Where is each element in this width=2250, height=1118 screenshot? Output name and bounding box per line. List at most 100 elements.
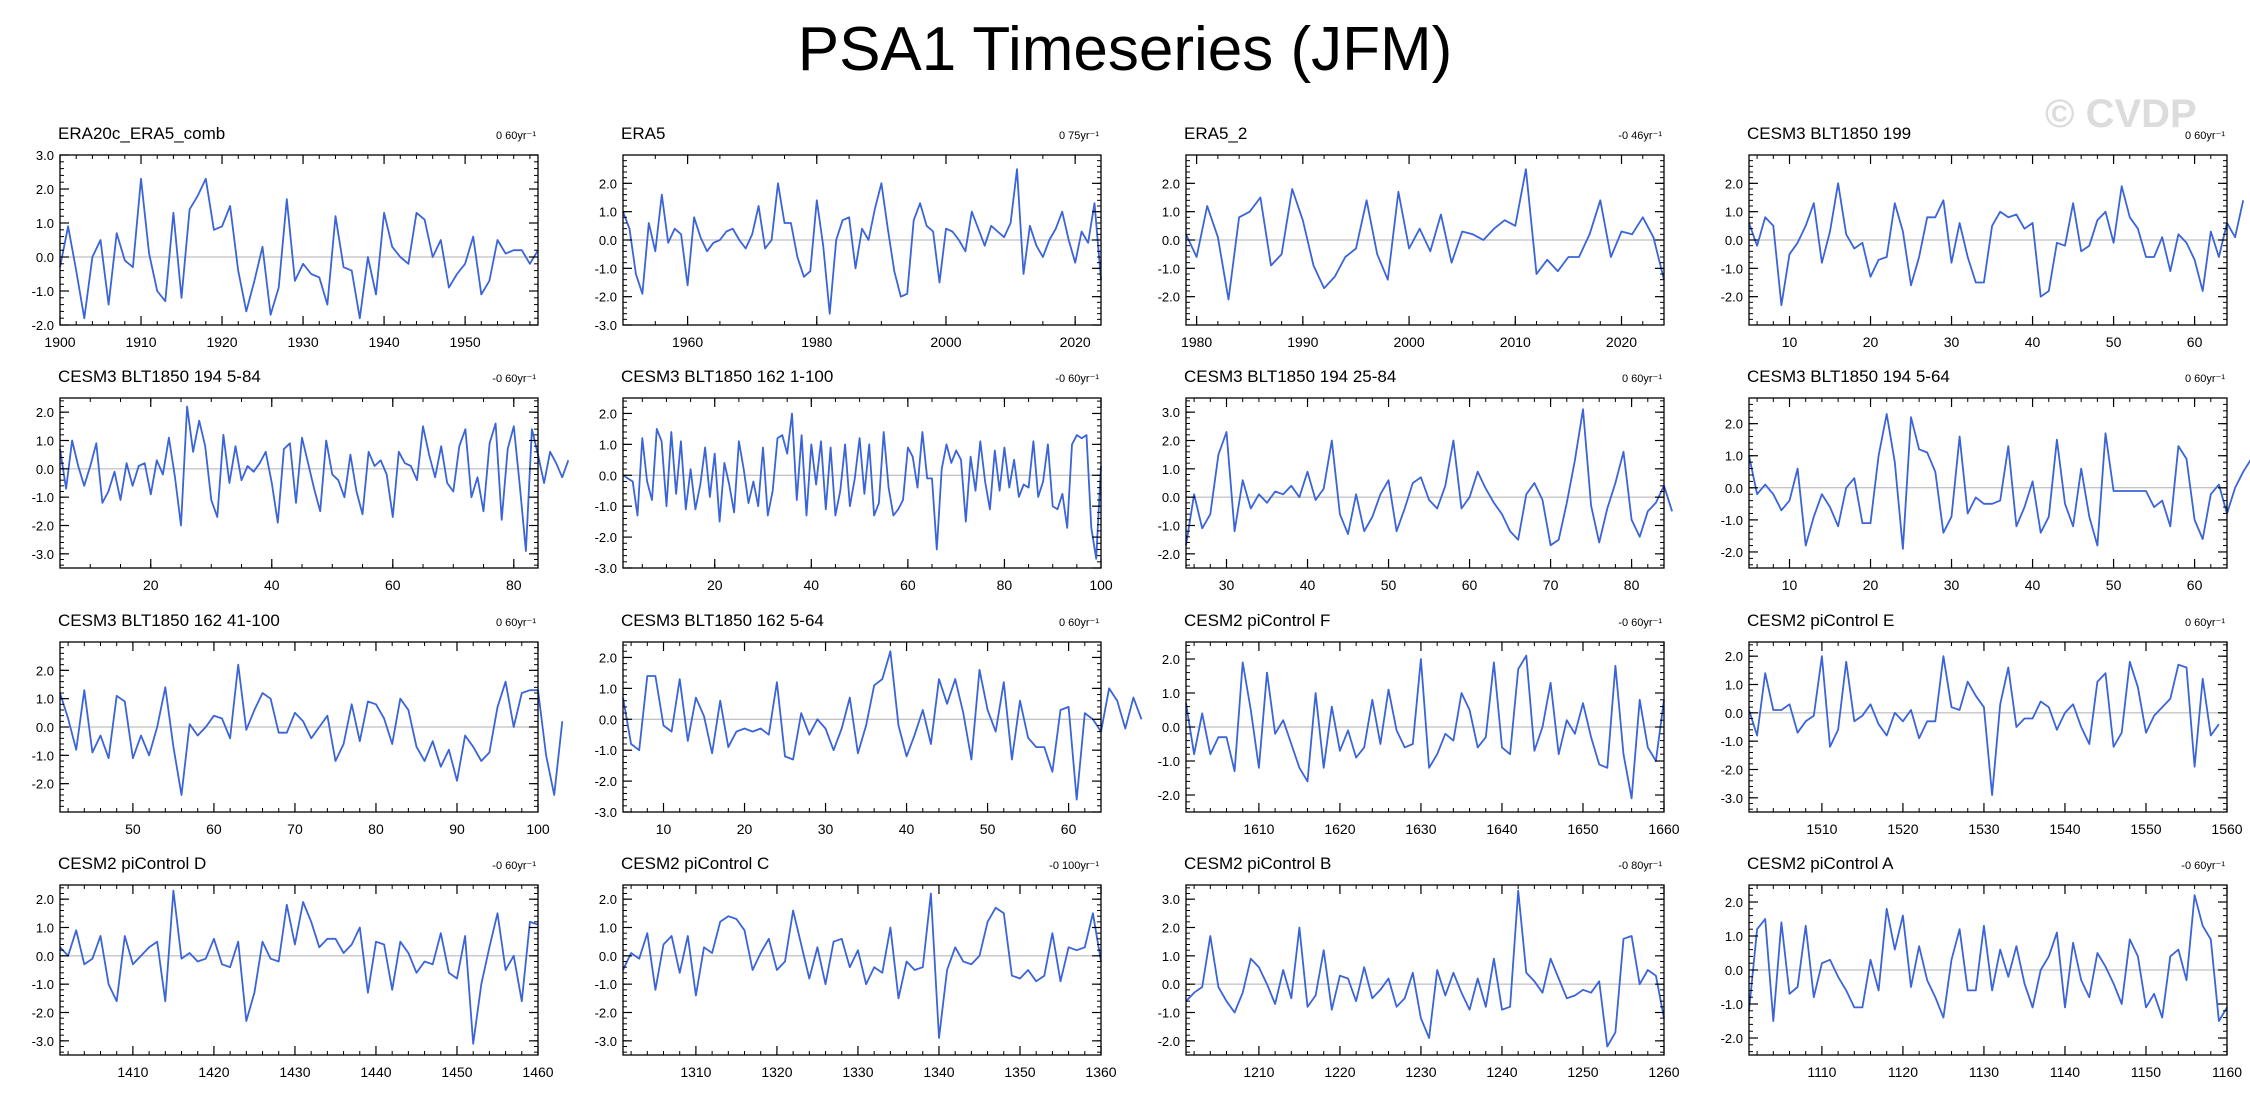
- panel-title: CESM2 piControl C: [621, 854, 769, 873]
- x-tick-label: 10: [656, 821, 672, 837]
- x-tick-label: 2020: [1060, 334, 1091, 350]
- trend-label: 0 60yr⁻¹: [2185, 617, 2225, 629]
- x-tick-label: 1980: [801, 334, 832, 350]
- plot-frame: [622, 397, 1102, 569]
- series-line: [622, 412, 1102, 560]
- y-tick-label: -2.0: [1158, 290, 1180, 305]
- panel-title: CESM3 BLT1850 194 5-64: [1747, 367, 1950, 386]
- panel-title: CESM2 piControl D: [58, 854, 206, 873]
- panel-8: CESM3 BLT1850 162 41-100 0 60yr⁻¹ -2.0 -1.0…: [32, 611, 564, 837]
- x-tick-label: 1930: [287, 334, 318, 350]
- y-tick-label: 0.0: [1162, 977, 1180, 992]
- y-tick-label: 1.0: [1725, 929, 1743, 944]
- panel-0: ERA20c_ERA5_comb 0 60yr⁻¹ -2.0 -1.0 0.0 1.0 2.…: [32, 124, 539, 350]
- x-tick-label: 1660: [1648, 821, 1679, 837]
- y-tick-label: 0.0: [599, 233, 617, 248]
- y-tick-label: -1.0: [595, 261, 617, 276]
- x-tick-label: 1430: [279, 1064, 310, 1080]
- panel-title: CESM3 BLT1850 194 5-84: [58, 367, 261, 386]
- y-tick-label: 0.0: [599, 712, 617, 727]
- plot-frame: [1748, 641, 2228, 813]
- x-tick-label: 1550: [2130, 821, 2161, 837]
- plot-frame: [1185, 397, 1665, 569]
- y-tick-label: -1.0: [595, 977, 617, 992]
- y-tick-label: 2.0: [1725, 649, 1743, 664]
- plot-frame: [59, 884, 539, 1056]
- y-tick-label: 2.0: [599, 892, 617, 907]
- y-tick-label: -2.0: [1721, 1031, 1743, 1046]
- panel-6: CESM3 BLT1850 194 25-84 0 60yr⁻¹ -2.0 -1.0 0…: [1158, 367, 1673, 593]
- x-tick-label: 1920: [206, 334, 237, 350]
- series-line: [1748, 182, 2245, 307]
- y-tick-label: -1.0: [1721, 261, 1743, 276]
- y-tick-label: -2.0: [32, 519, 54, 534]
- y-tick-label: -2.0: [595, 774, 617, 789]
- panel-title: ERA5_2: [1184, 124, 1247, 143]
- series-line: [1748, 655, 2220, 796]
- trend-label: -0 80yr⁻¹: [1618, 860, 1662, 872]
- series-line: [59, 405, 570, 552]
- series-line: [59, 663, 564, 796]
- panel-title: CESM3 BLT1850 199: [1747, 124, 1911, 143]
- series-line: [622, 650, 1143, 801]
- x-tick-label: 1120: [1888, 1064, 1918, 1080]
- x-tick-label: 1520: [1887, 821, 1918, 837]
- y-tick-label: 1.0: [36, 216, 54, 231]
- y-tick-label: 3.0: [36, 148, 54, 163]
- y-tick-label: 1.0: [1725, 678, 1743, 693]
- y-tick-label: 2.0: [1725, 176, 1743, 191]
- plot-frame: [1748, 397, 2228, 569]
- panel-title: ERA5: [621, 124, 665, 143]
- y-tick-label: -2.0: [32, 1006, 54, 1021]
- x-tick-label: 40: [899, 821, 915, 837]
- panel-14: CESM2 piControl B -0 80yr⁻¹ -2.0 -1.0 0.0 1.0…: [1158, 854, 1680, 1080]
- series-line: [1185, 889, 1665, 1048]
- x-tick-label: 1960: [672, 334, 703, 350]
- y-tick-label: 1.0: [36, 921, 54, 936]
- trend-label: 0 75yr⁻¹: [1059, 130, 1099, 142]
- panel-title: CESM3 BLT1850 162 1-100: [621, 367, 833, 386]
- panel-7: CESM3 BLT1850 194 5-64 0 60yr⁻¹ -2.0 -1.0 0.…: [1721, 367, 2250, 593]
- plot-frame: [59, 154, 539, 326]
- y-tick-label: 0.0: [1725, 963, 1743, 978]
- x-tick-label: 1140: [2050, 1064, 2080, 1080]
- y-tick-label: -1.0: [1158, 519, 1180, 534]
- x-tick-label: 20: [707, 577, 723, 593]
- x-tick-label: 30: [1219, 577, 1235, 593]
- trend-label: 0 60yr⁻¹: [1622, 373, 1662, 385]
- panel-11: CESM2 piControl E 0 60yr⁻¹ -3.0 -2.0 -1.0 0.0…: [1721, 611, 2243, 837]
- y-tick-label: -1.0: [1158, 754, 1180, 769]
- y-tick-label: -2.0: [1721, 545, 1743, 560]
- y-tick-label: -3.0: [595, 1034, 617, 1049]
- y-tick-label: -2.0: [32, 318, 54, 333]
- y-tick-label: -3.0: [595, 561, 617, 576]
- cvdp-watermark: © CVDP: [2045, 92, 2197, 136]
- x-tick-label: 20: [1863, 334, 1879, 350]
- y-tick-label: -1.0: [32, 284, 54, 299]
- x-tick-label: 50: [1381, 577, 1397, 593]
- x-tick-label: 90: [449, 821, 465, 837]
- y-tick-label: 1.0: [36, 692, 54, 707]
- y-tick-label: 2.0: [1162, 921, 1180, 936]
- x-tick-label: 1530: [1968, 821, 1999, 837]
- trend-label: 0 60yr⁻¹: [496, 130, 536, 142]
- y-tick-label: -1.0: [32, 977, 54, 992]
- x-tick-label: 1540: [2049, 821, 2080, 837]
- panel-13: CESM2 piControl C -0 100yr⁻¹ -3.0 -2.0 -1.0 0…: [595, 854, 1117, 1080]
- trend-label: 0 60yr⁻¹: [2185, 130, 2225, 142]
- x-tick-label: 80: [1624, 577, 1640, 593]
- x-tick-label: 1560: [2211, 821, 2242, 837]
- y-tick-label: -1.0: [595, 499, 617, 514]
- x-tick-label: 20: [143, 577, 159, 593]
- y-tick-label: 2.0: [1162, 176, 1180, 191]
- y-tick-label: -2.0: [1158, 788, 1180, 803]
- panel-3: CESM3 BLT1850 199 0 60yr⁻¹ -2.0 -1.0 0.0 1.0 2…: [1721, 124, 2245, 350]
- x-tick-label: 1450: [441, 1064, 472, 1080]
- y-tick-label: -2.0: [595, 290, 617, 305]
- y-tick-label: 2.0: [1162, 652, 1180, 667]
- series-line: [59, 177, 539, 320]
- series-line: [1185, 408, 1673, 547]
- series-line: [1748, 894, 2228, 1022]
- y-tick-label: -1.0: [1158, 261, 1180, 276]
- x-tick-label: 80: [997, 577, 1013, 593]
